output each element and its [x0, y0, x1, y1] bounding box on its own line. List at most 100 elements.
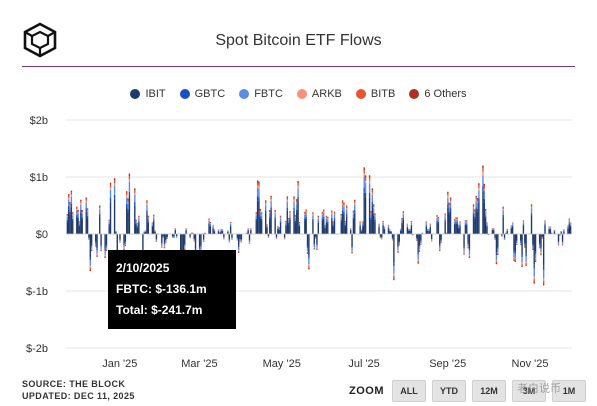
bar-segment	[94, 241, 97, 243]
bar-segment	[297, 183, 299, 186]
bar-segment	[316, 234, 318, 244]
bar-segment	[265, 201, 267, 204]
bar-segment	[99, 205, 101, 207]
bar-segment	[483, 188, 485, 191]
bar-segment	[306, 247, 309, 252]
bar-segment	[362, 226, 364, 234]
bar-segment	[89, 259, 91, 266]
zoom-12m-button[interactable]: 12M	[472, 380, 506, 402]
legend-item-bitb[interactable]: BITB	[355, 88, 395, 100]
legend-item-arkb[interactable]: ARKB	[296, 88, 342, 100]
zoom-1m-button[interactable]: 1M	[552, 380, 586, 402]
bar-segment	[312, 215, 314, 219]
bar-segment	[227, 231, 229, 232]
bar-segment	[317, 217, 320, 219]
bar-segment	[69, 204, 71, 207]
bar-segment	[256, 182, 259, 186]
bar-segment	[279, 215, 282, 217]
legend-swatch	[239, 89, 250, 99]
bar-segment	[378, 226, 380, 228]
bar-segment	[333, 218, 336, 221]
bar-segment	[308, 267, 310, 270]
bar-segment	[540, 252, 542, 254]
bar-segment	[77, 219, 79, 234]
bar-segment	[293, 201, 295, 208]
bar-segment	[561, 243, 564, 245]
bar-segment	[540, 253, 542, 255]
bar-segment	[108, 219, 110, 221]
bar-segment	[387, 228, 390, 234]
bar-segment	[76, 217, 78, 234]
bar-segment	[285, 220, 287, 222]
bar-segment	[67, 206, 70, 210]
bar-segment	[228, 239, 230, 240]
bar-segment	[289, 213, 291, 215]
tooltip-line-total: Total: $-241.7m	[116, 303, 203, 317]
bar-segment	[467, 242, 469, 244]
legend-item-6-others[interactable]: 6 Others	[409, 88, 467, 100]
zoom-3m-button[interactable]: 3M	[512, 380, 546, 402]
bar-segment	[238, 247, 240, 251]
bar-segment	[370, 214, 372, 219]
bar-segment	[494, 237, 496, 239]
bar-segment	[109, 198, 112, 203]
y-tick-label: $-1b	[26, 286, 48, 298]
bar-segment	[296, 199, 298, 201]
bar-segment	[333, 211, 336, 213]
bar-segment	[447, 204, 449, 208]
bar-segment	[293, 210, 295, 234]
bar-segment	[474, 211, 476, 213]
bar-segment	[542, 265, 545, 270]
x-tick-label: Sep '25	[429, 358, 466, 370]
legend-item-gbtc[interactable]: GBTC	[179, 88, 225, 100]
bar-segment	[544, 221, 546, 223]
bar-segment	[124, 242, 127, 245]
bar-segment	[105, 245, 108, 249]
bar-segment	[66, 214, 69, 215]
bar-segment	[444, 215, 446, 217]
bar-segment	[69, 214, 71, 234]
bar-segment	[541, 234, 544, 237]
bar-segment	[497, 234, 499, 248]
bar-segment	[420, 241, 422, 244]
bar-segment	[426, 230, 429, 234]
bar-segment	[184, 234, 186, 244]
bar-segment	[135, 221, 137, 222]
bar-segment	[428, 231, 430, 234]
bar-segment	[105, 234, 108, 245]
bar-segment	[520, 240, 522, 242]
zoom-all-button[interactable]: ALL	[392, 380, 426, 402]
source-label: SOURCE: THE BLOCK	[22, 379, 126, 389]
zoom-ytd-button[interactable]: YTD	[432, 380, 466, 402]
bar-segment	[163, 243, 166, 247]
legend-item-fbtc[interactable]: FBTC	[239, 88, 283, 100]
bar-segment	[482, 168, 484, 172]
bar-segment	[294, 216, 297, 218]
bar-segment	[549, 227, 552, 229]
bar-segment	[425, 226, 427, 234]
bar-segment	[472, 204, 475, 206]
legend-item-ibit[interactable]: IBIT	[130, 88, 166, 100]
bar-segment	[561, 244, 564, 245]
bar-segment	[146, 213, 148, 234]
bar-segment	[208, 219, 210, 221]
bar-segment	[324, 227, 326, 229]
bar-segment	[147, 222, 150, 234]
bar-segment	[354, 210, 356, 213]
bar-segment	[491, 229, 494, 231]
bar-segment	[265, 205, 267, 211]
bar-segment	[174, 229, 176, 231]
bar-segment	[308, 234, 310, 256]
bar-segment	[533, 234, 535, 265]
bar-segment	[371, 188, 373, 191]
bar-segment	[119, 239, 121, 242]
bar-segment	[269, 219, 271, 234]
bar-segment	[194, 234, 197, 249]
bar-segment	[70, 207, 73, 234]
bar-segment	[151, 226, 154, 234]
bar-segment	[109, 189, 112, 199]
bar-segment	[86, 208, 89, 210]
bar-segment	[161, 245, 163, 247]
bar-segment	[274, 210, 276, 212]
bar-segment	[76, 209, 78, 211]
